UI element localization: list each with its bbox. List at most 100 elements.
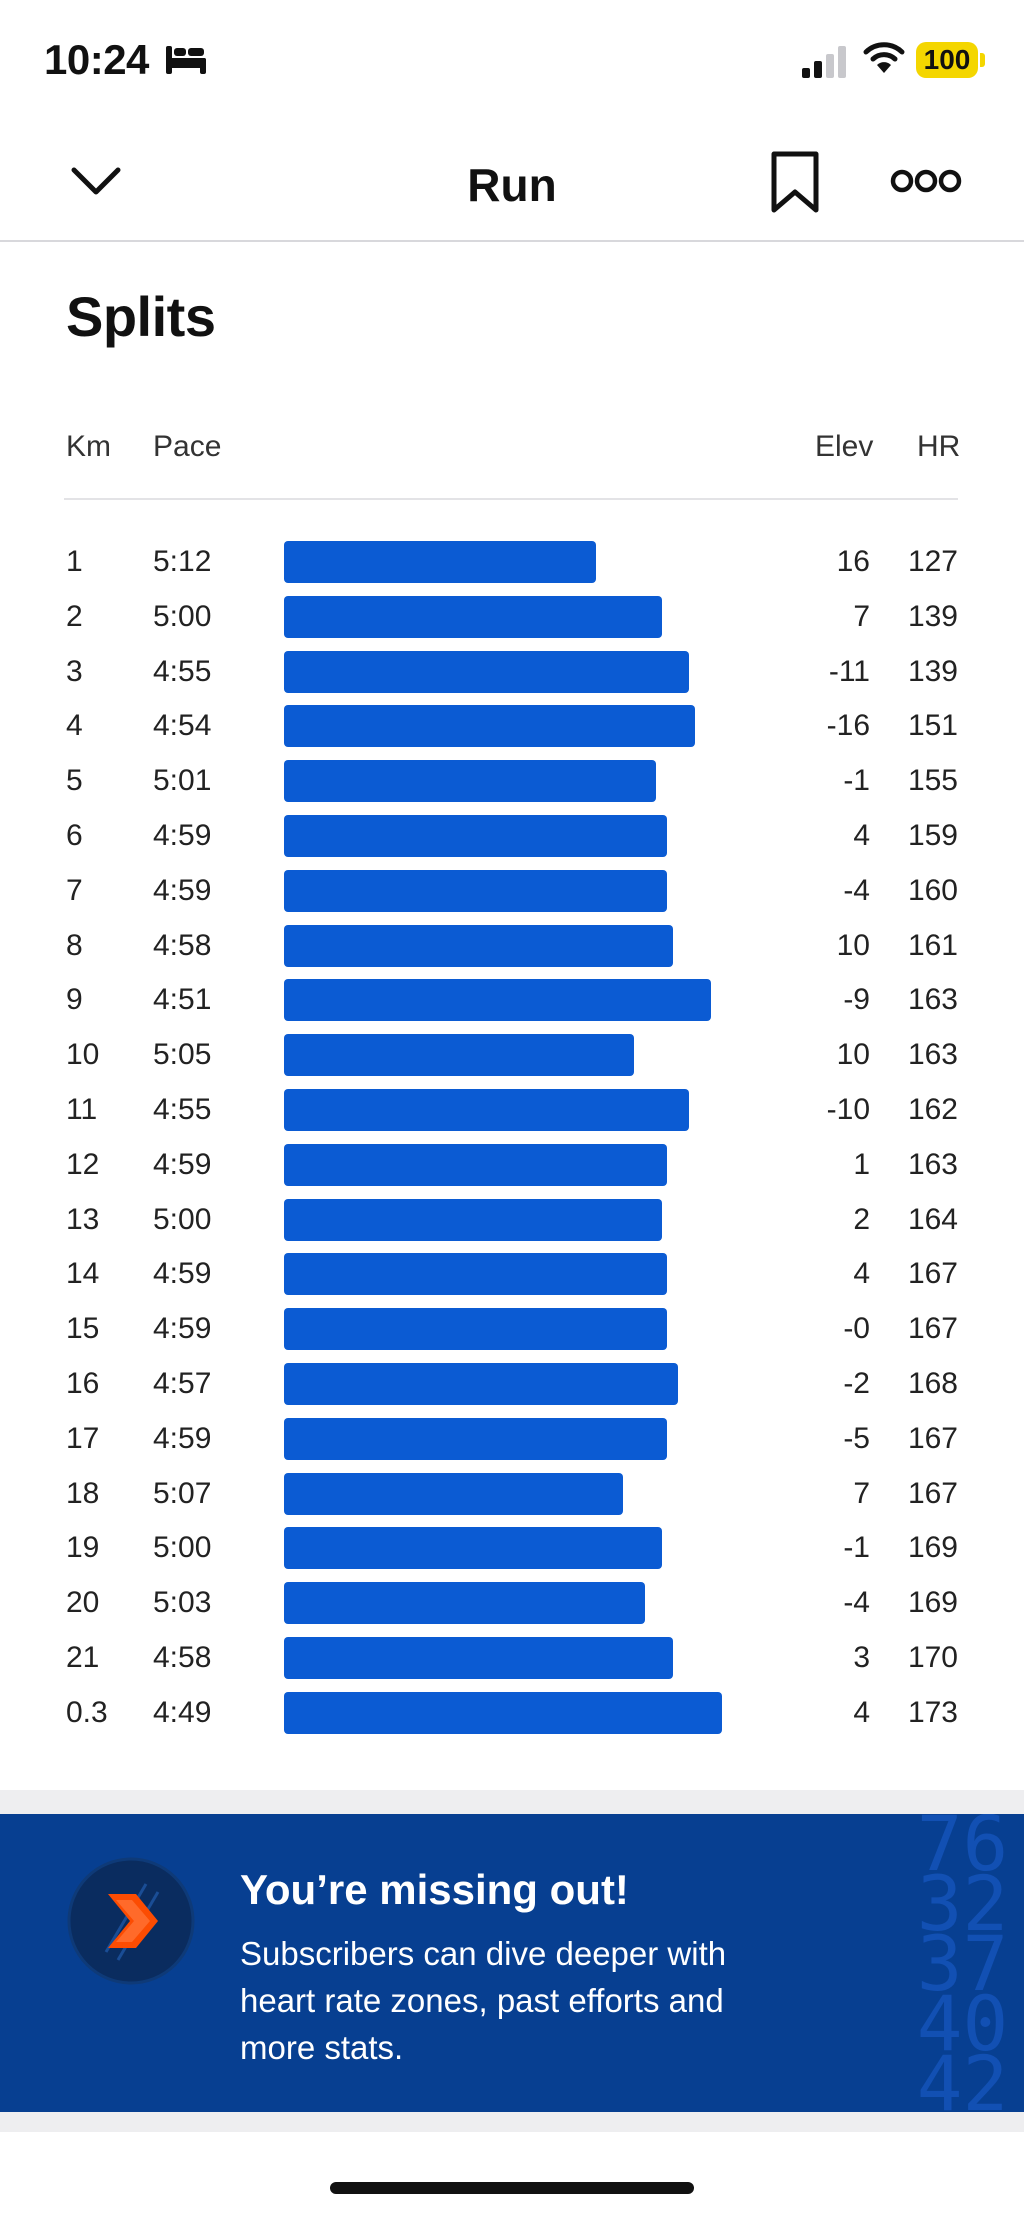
split-heart-rate: 167 (907, 1257, 958, 1291)
split-km: 7 (66, 873, 83, 907)
split-pace: 5:12 (153, 545, 212, 578)
split-row: 0.3 4:49 4 173 (0, 1686, 1024, 1740)
split-heart-rate: 168 (907, 1367, 958, 1400)
split-km: 13 (66, 1202, 100, 1236)
pace-bar (284, 1637, 673, 1679)
split-pace: 5:00 (153, 599, 212, 633)
more-icon[interactable] (890, 166, 962, 196)
pace-bar (284, 541, 596, 583)
split-pace: 5:01 (153, 764, 212, 798)
chevron-down-icon[interactable] (66, 160, 126, 204)
header-divider (64, 498, 958, 500)
wifi-icon (863, 42, 905, 73)
pace-bar (284, 1363, 678, 1405)
split-km: 18 (66, 1476, 100, 1510)
split-km: 16 (66, 1367, 100, 1400)
split-elevation: -9 (843, 983, 870, 1017)
split-row: 15 4:59 -0 167 (0, 1302, 1024, 1356)
subscription-promo-banner[interactable]: 76.32.37.40.42 You’re missing out! Subsc… (0, 1814, 1024, 2112)
split-elevation: -11 (828, 654, 870, 688)
km-header: Km (66, 430, 111, 463)
split-pace: 4:57 (153, 1367, 212, 1400)
split-km: 20 (66, 1586, 100, 1620)
split-heart-rate: 127 (907, 545, 958, 578)
split-row: 12 4:59 1 163 (0, 1138, 1024, 1192)
page-title: Run (467, 159, 557, 211)
bookmark-icon[interactable] (768, 150, 822, 214)
pace-bar (284, 1527, 662, 1570)
split-elevation: 10 (836, 1038, 870, 1072)
pace-bar (284, 924, 673, 967)
split-pace: 4:59 (153, 819, 212, 852)
split-pace: 4:59 (153, 1257, 212, 1291)
split-pace: 5:00 (153, 1531, 212, 1565)
pace-bar (284, 1198, 662, 1241)
split-heart-rate: 167 (907, 1421, 958, 1455)
split-heart-rate: 159 (907, 819, 958, 852)
split-heart-rate: 169 (907, 1531, 958, 1565)
pace-bar (284, 1582, 645, 1625)
split-row: 16 4:57 -2 168 (0, 1357, 1024, 1411)
split-pace: 5:00 (153, 1202, 212, 1236)
split-km: 17 (66, 1421, 100, 1455)
split-heart-rate: 139 (907, 599, 958, 633)
split-heart-rate: 167 (907, 1476, 958, 1510)
split-km: 3 (66, 654, 83, 688)
split-km: 5 (66, 764, 83, 798)
split-km: 0.3 (66, 1695, 108, 1729)
split-heart-rate: 164 (907, 1202, 958, 1236)
split-heart-rate: 163 (907, 983, 958, 1017)
split-km: 8 (66, 928, 83, 962)
split-row: 21 4:58 3 170 (0, 1631, 1024, 1685)
split-pace: 4:49 (153, 1695, 212, 1729)
split-pace: 5:05 (153, 1038, 212, 1072)
split-elevation: 7 (853, 1476, 870, 1510)
split-row: 8 4:58 10 161 (0, 919, 1024, 973)
split-row: 19 5:00 -1 169 (0, 1521, 1024, 1575)
split-heart-rate: 162 (907, 1093, 958, 1126)
split-elevation: 4 (853, 819, 870, 852)
split-heart-rate: 155 (907, 764, 958, 798)
pace-bar (284, 1308, 667, 1351)
nav-bar: Run (0, 120, 1024, 242)
split-row: 5 5:01 -1 155 (0, 754, 1024, 808)
pace-bar (284, 650, 689, 693)
pace-bar (284, 705, 695, 748)
pace-bar (284, 1417, 667, 1460)
promo-deco-number: 40. (916, 1979, 1024, 2068)
status-time: 10:24 (44, 36, 149, 83)
split-heart-rate: 161 (907, 928, 958, 962)
promo-decorative-numbers: 76.32.37.40.42 (917, 1814, 1024, 2112)
split-row: 11 4:55 -10 162 (0, 1083, 1024, 1137)
split-row: 17 4:59 -5 167 (0, 1412, 1024, 1466)
split-elevation: 10 (836, 928, 870, 962)
split-pace: 4:58 (153, 928, 212, 962)
battery-indicator: 100 (916, 42, 978, 78)
split-elevation: 4 (853, 1695, 870, 1729)
split-elevation: -2 (843, 1367, 870, 1400)
split-km: 6 (66, 819, 83, 852)
split-row: 6 4:59 4 159 (0, 809, 1024, 863)
split-heart-rate: 163 (907, 1038, 958, 1072)
split-elevation: 2 (853, 1202, 870, 1236)
pace-header: Pace (153, 430, 222, 463)
split-km: 12 (66, 1147, 100, 1181)
section-separator (0, 1790, 1024, 1814)
hr-header: HR (917, 430, 961, 463)
pace-bar (284, 1253, 667, 1296)
split-km: 21 (66, 1641, 100, 1674)
split-elevation: -4 (843, 873, 870, 907)
pace-bar (284, 1691, 722, 1734)
pace-bar (284, 869, 667, 912)
split-elevation: -1 (843, 764, 870, 798)
pace-bar (284, 760, 656, 803)
promo-deco-number: 76. (916, 1814, 1024, 1888)
split-pace: 4:59 (153, 1421, 212, 1455)
split-row: 7 4:59 -4 160 (0, 864, 1024, 918)
split-heart-rate: 173 (907, 1695, 958, 1729)
split-row: 3 4:55 -11 139 (0, 645, 1024, 699)
split-row: 9 4:51 -9 163 (0, 973, 1024, 1027)
promo-deco-number: 32. (916, 1859, 1024, 1948)
split-pace: 5:07 (153, 1476, 212, 1510)
split-row: 13 5:00 2 164 (0, 1193, 1024, 1247)
